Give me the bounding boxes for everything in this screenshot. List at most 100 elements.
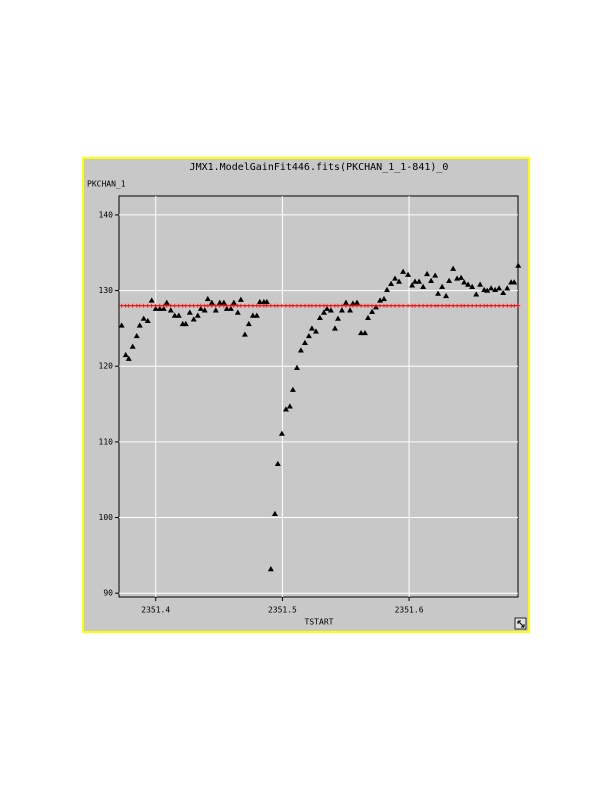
fit-point	[164, 303, 169, 308]
resize-icon[interactable]	[514, 617, 527, 630]
data-point	[484, 287, 491, 293]
fit-point	[366, 303, 371, 308]
data-point	[278, 430, 285, 436]
data-point	[133, 332, 140, 339]
fit-point	[466, 303, 471, 308]
fit-point	[183, 303, 188, 308]
x-axis-label: TSTART	[305, 618, 334, 627]
data-point	[186, 309, 193, 315]
fit-point	[501, 303, 506, 308]
data-point	[175, 312, 182, 318]
data-point	[335, 315, 342, 321]
data-point	[392, 275, 399, 281]
data-point	[496, 285, 503, 291]
fit-point	[516, 303, 521, 308]
fit-point	[355, 303, 360, 308]
fit-point	[370, 303, 375, 308]
data-point	[136, 322, 143, 328]
fit-point	[130, 303, 135, 308]
data-point	[301, 339, 308, 345]
data-point	[227, 305, 234, 311]
fit-point	[436, 303, 441, 308]
data-point	[194, 312, 201, 318]
data-point	[144, 317, 151, 324]
data-point	[267, 566, 274, 572]
data-point	[204, 295, 211, 302]
data-point	[282, 406, 289, 412]
data-point	[450, 265, 457, 271]
data-point	[358, 329, 365, 336]
data-point	[473, 291, 480, 297]
data-point	[492, 286, 499, 293]
data-point	[458, 274, 465, 280]
fit-point	[268, 303, 273, 308]
data-point	[274, 460, 281, 467]
data-point	[338, 307, 345, 313]
fit-point	[168, 303, 173, 308]
fit-point	[313, 303, 318, 308]
data-point	[420, 283, 427, 289]
fit-point	[425, 303, 430, 308]
data-point	[342, 299, 349, 305]
fit-point	[217, 303, 222, 308]
data-point	[297, 347, 304, 353]
data-point	[384, 286, 391, 293]
fit-point	[440, 303, 445, 308]
data-point	[365, 314, 372, 321]
fit-point	[279, 303, 284, 308]
fit-point	[385, 303, 390, 308]
fit-point	[455, 303, 460, 308]
data-point	[289, 386, 296, 392]
fit-point	[359, 303, 364, 308]
data-point	[234, 309, 241, 315]
fit-point	[275, 303, 280, 308]
fit-point	[474, 303, 479, 308]
data-point	[405, 271, 412, 277]
fit-point	[324, 303, 329, 308]
data-point	[245, 320, 252, 327]
data-point	[369, 308, 376, 314]
fit-point	[238, 303, 243, 308]
fit-point	[497, 303, 502, 308]
data-point	[396, 278, 403, 284]
data-point	[293, 364, 300, 370]
y-tick-label: 120	[99, 362, 114, 371]
data-point	[271, 510, 278, 516]
fit-point	[374, 303, 379, 308]
fit-point	[153, 303, 158, 308]
fit-point	[294, 303, 299, 308]
data-point	[511, 279, 518, 285]
fit-point	[191, 303, 196, 308]
data-point	[163, 299, 170, 305]
data-point	[412, 278, 419, 284]
data-point	[469, 283, 476, 289]
resize-arrow[interactable]	[517, 620, 525, 628]
fit-point	[246, 303, 251, 308]
data-point	[331, 325, 338, 331]
fit-point	[149, 303, 154, 308]
data-point	[316, 314, 323, 321]
data-point	[305, 332, 312, 339]
fit-point	[336, 303, 341, 308]
y-tick-label: 110	[99, 437, 114, 446]
fit-point	[257, 303, 262, 308]
data-point	[125, 355, 132, 361]
data-point	[416, 278, 423, 284]
fit-point	[339, 303, 344, 308]
data-point	[488, 285, 495, 291]
fit-point	[397, 303, 402, 308]
fit-point	[209, 303, 214, 308]
data-point	[241, 331, 248, 337]
data-point	[212, 307, 219, 313]
data-point	[140, 315, 147, 321]
data-point	[230, 299, 237, 305]
fit-point	[421, 303, 426, 308]
fit-point	[119, 303, 124, 308]
data-point	[201, 307, 208, 313]
data-point	[380, 295, 387, 302]
x-tick-label: 2351.6	[395, 606, 424, 615]
fit-point	[213, 303, 218, 308]
fit-point	[470, 303, 475, 308]
data-point	[465, 281, 472, 287]
fit-point	[309, 303, 314, 308]
